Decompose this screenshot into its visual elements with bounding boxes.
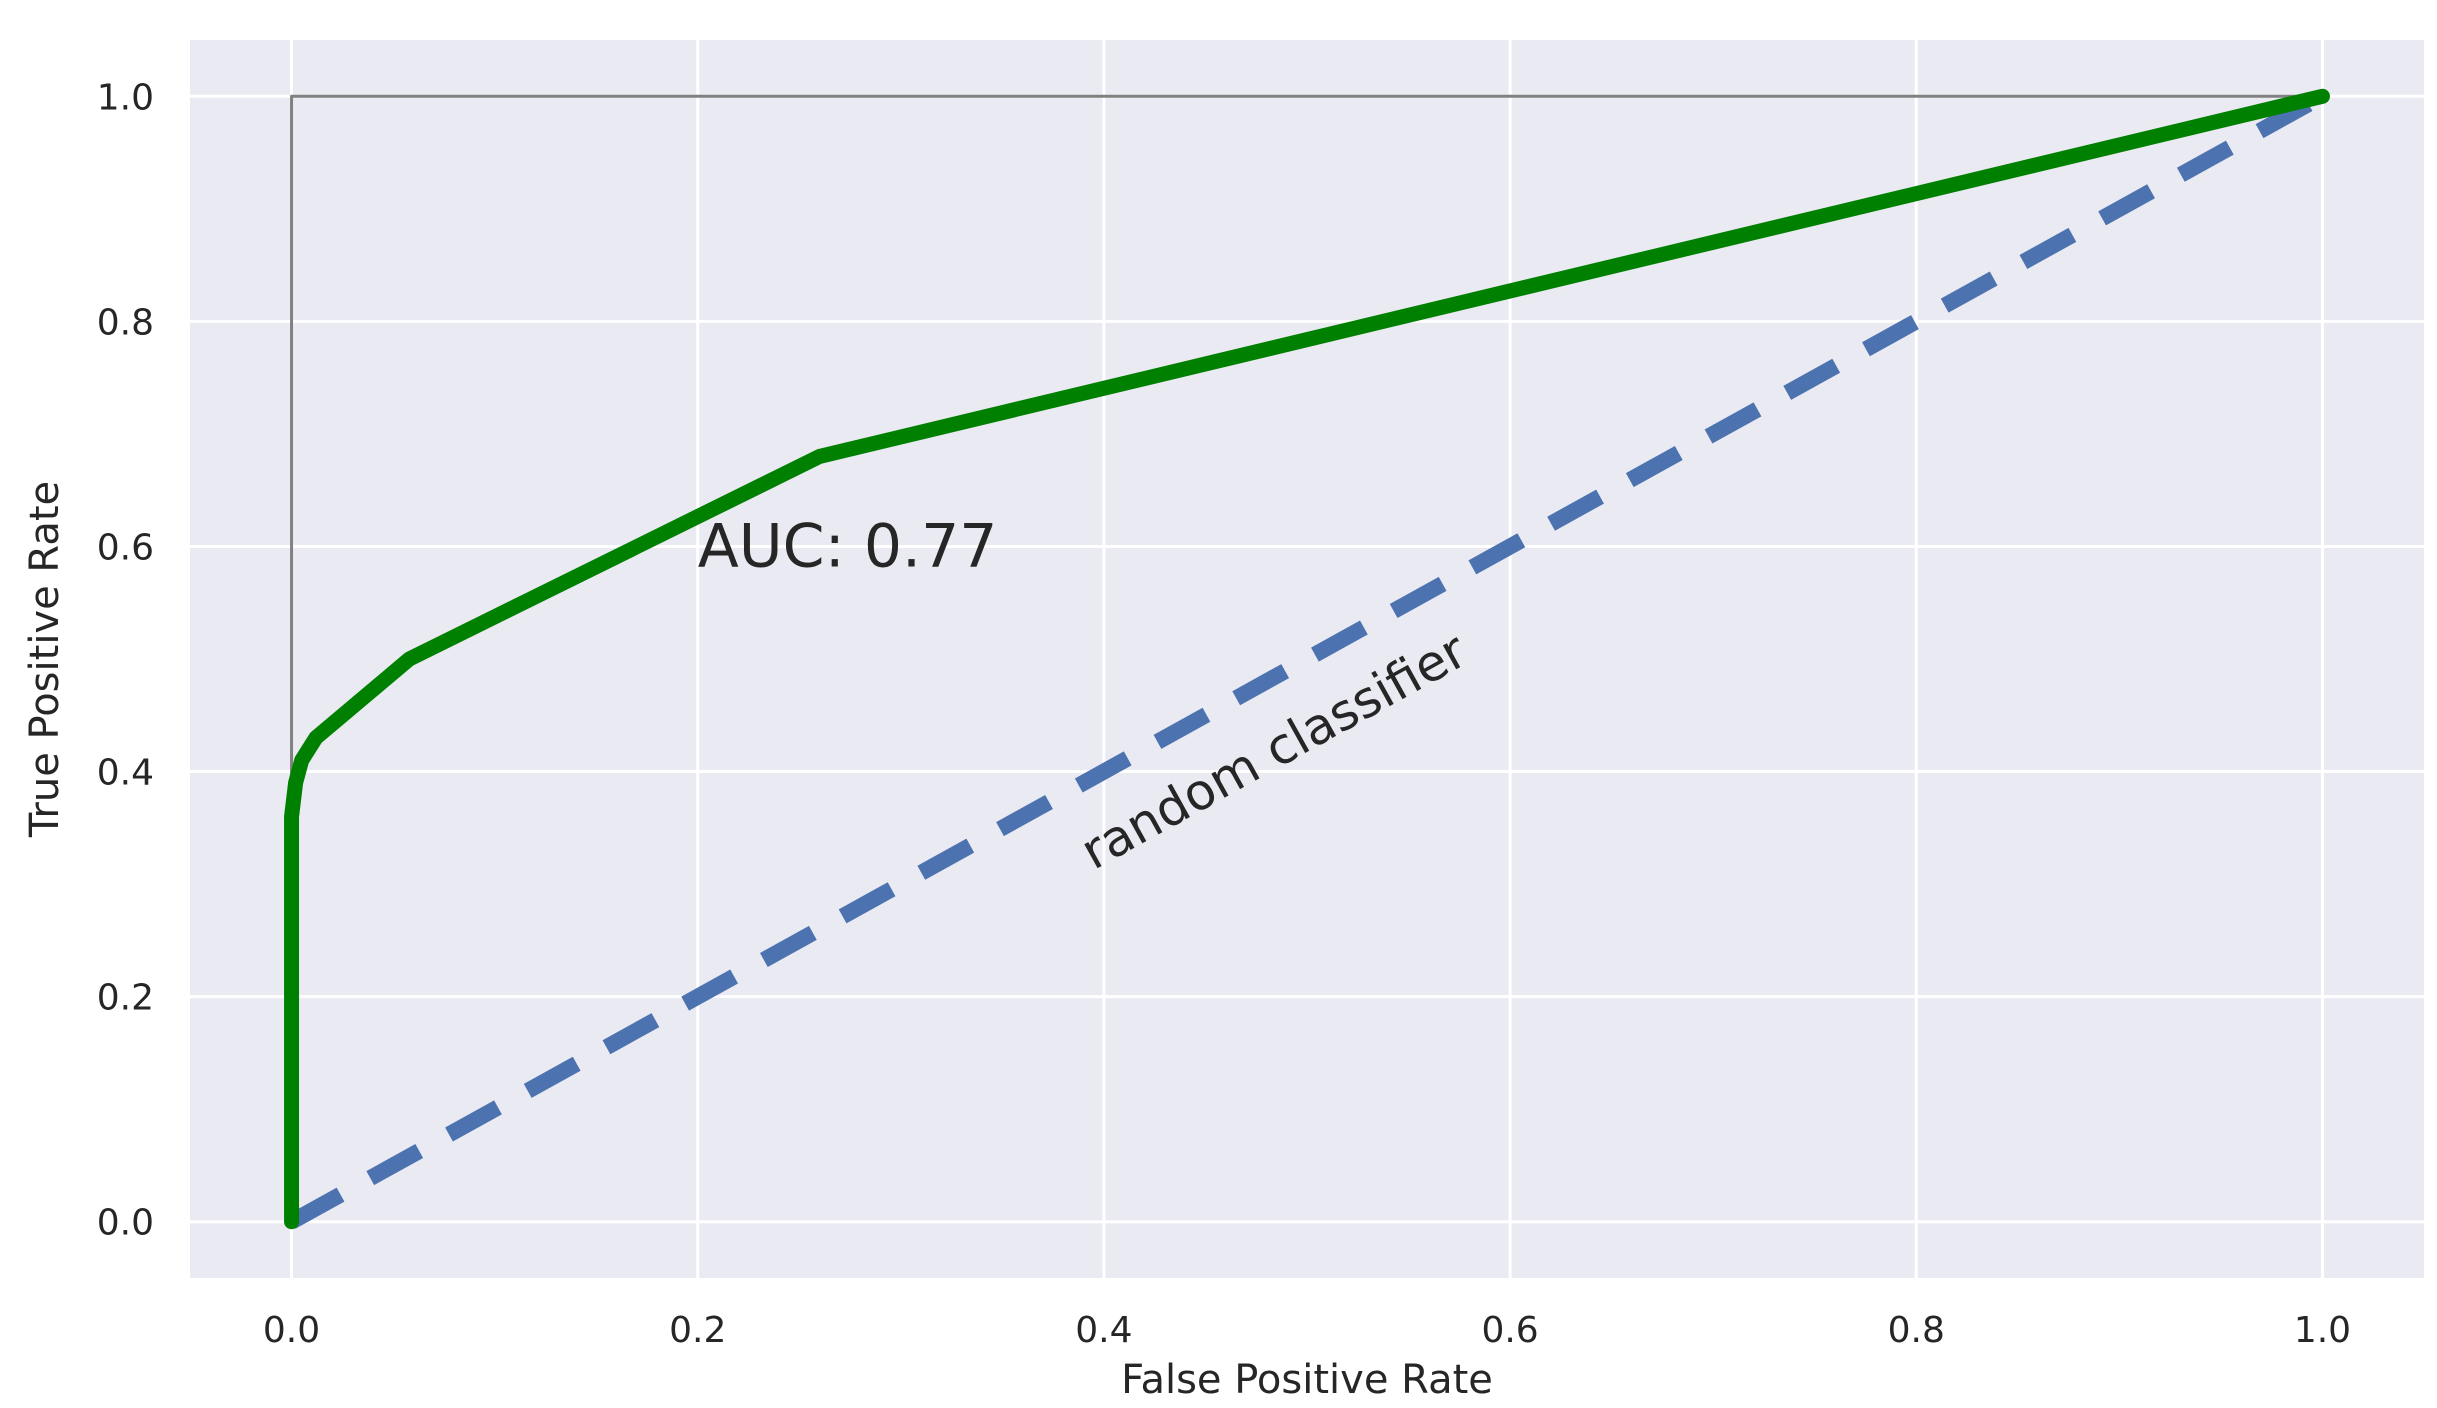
y-tick-label-2: 0.4 (97, 753, 154, 794)
random-classifier-line (287, 89, 2327, 1229)
y-tick-label-4: 0.8 (97, 302, 154, 343)
y-tick-label-3: 0.6 (97, 527, 154, 568)
x-tick-label-2: 0.4 (1075, 1310, 1132, 1351)
roc-curve (284, 88, 2330, 1230)
y-axis-label: True Positive Rate (22, 481, 68, 838)
plot-background (190, 40, 2424, 1278)
x-axis-label: False Positive Rate (1121, 1357, 1493, 1403)
x-tick-label-0: 0.0 (263, 1310, 320, 1351)
x-tick-label-4: 0.8 (1888, 1310, 1945, 1351)
x-tick-label-3: 0.6 (1481, 1310, 1538, 1351)
x-tick-label-1: 0.2 (669, 1310, 726, 1351)
y-tick-label-1: 0.2 (97, 978, 154, 1019)
auc-annotation: AUC: 0.77 (698, 511, 998, 581)
tick-labels: 0.0 0.2 0.4 0.6 0.8 1.0 0.0 0.2 0.4 0.6 0.8 1.0 (97, 77, 2351, 1351)
x-tick-label-5: 1.0 (2294, 1310, 2351, 1351)
series-layer (284, 88, 2330, 1230)
y-tick-label-0: 0.0 (97, 1203, 154, 1244)
y-tick-label-5: 1.0 (97, 77, 154, 118)
